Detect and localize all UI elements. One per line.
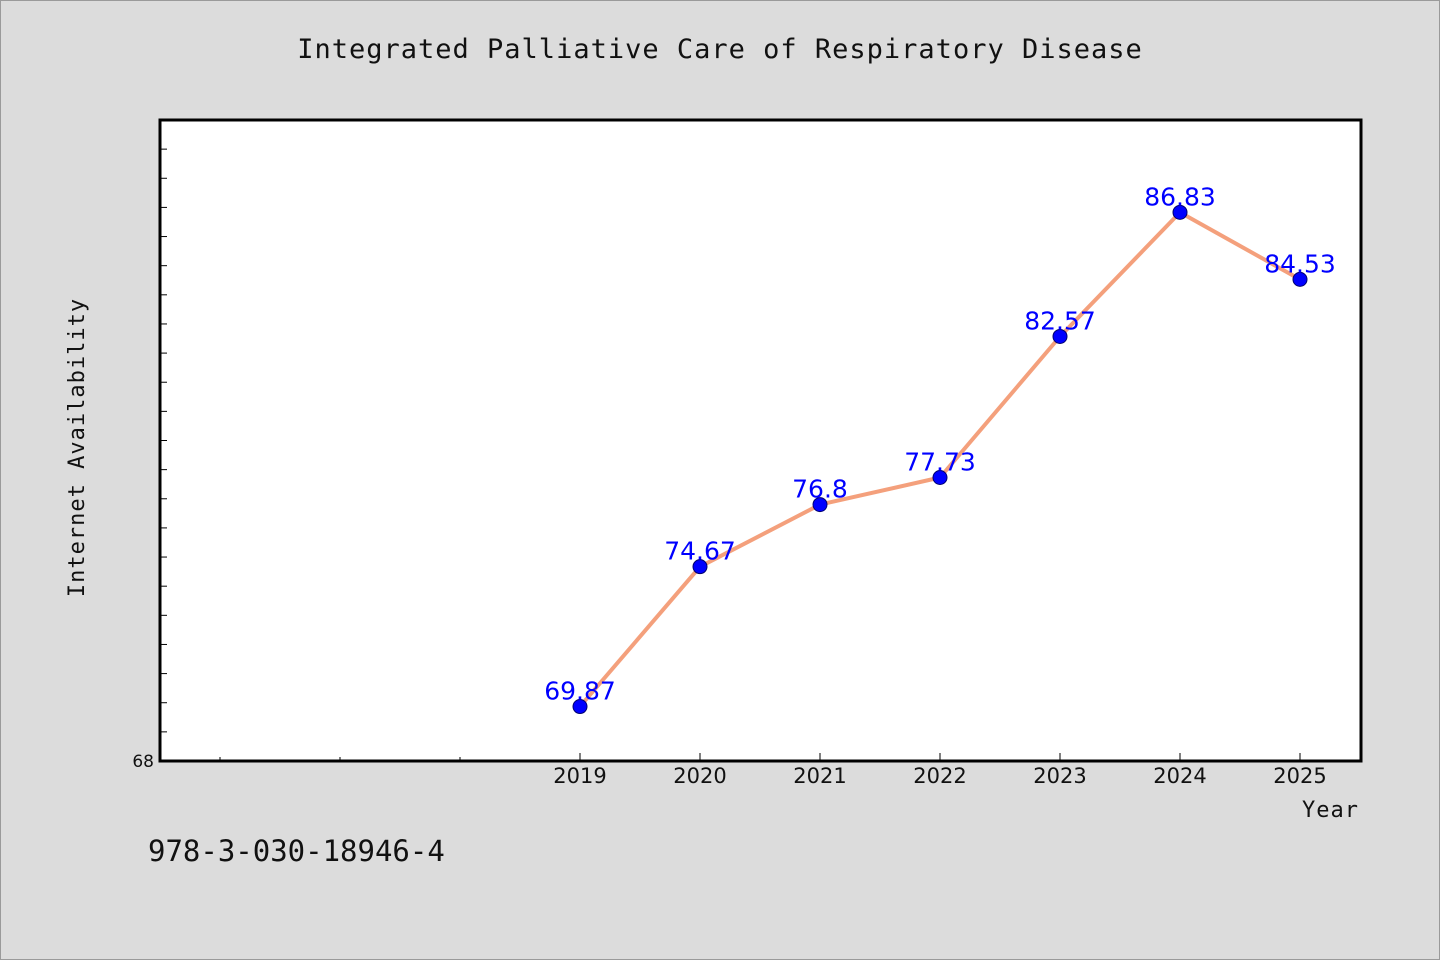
x-axis-ticks: 2019 2020 2021 2022 2023 2024 2025	[219, 753, 1327, 788]
series-group	[572, 204, 1308, 715]
x-tick-label: 2023	[1033, 764, 1086, 788]
data-point	[1052, 328, 1068, 344]
y-axis-title: Internet Availability	[65, 298, 90, 597]
x-tick-label: 2020	[673, 764, 726, 788]
data-label: 69.87	[544, 677, 616, 706]
y-axis-ticks: 68	[132, 148, 167, 772]
data-point	[1172, 204, 1188, 220]
x-tick-label: 2019	[553, 764, 606, 788]
data-point	[692, 559, 708, 575]
data-label: 86.83	[1144, 182, 1216, 211]
data-label: 77.73	[904, 448, 976, 477]
data-label: 74.67	[664, 537, 736, 566]
data-label: 82.57	[1024, 306, 1096, 335]
data-point	[1292, 271, 1308, 287]
data-label: 84.53	[1264, 249, 1336, 278]
chart-title: Integrated Palliative Care of Respirator…	[297, 34, 1143, 65]
data-point	[932, 470, 948, 486]
x-tick-label: 2024	[1153, 764, 1206, 788]
y-tick-label: 68	[132, 752, 154, 772]
footer-isbn: 978-3-030-18946-4	[148, 834, 445, 868]
x-axis-title: Year	[1302, 798, 1359, 823]
x-tick-label: 2025	[1273, 764, 1326, 788]
plot-area	[158, 118, 1363, 763]
data-labels: 69.87 74.67 76.8 77.73 82.57 86.83 84.53	[544, 182, 1336, 705]
x-tick-label: 2021	[793, 764, 846, 788]
x-tick-label: 2022	[913, 764, 966, 788]
data-label: 76.8	[792, 475, 848, 504]
data-point	[572, 699, 588, 715]
data-point	[812, 497, 828, 513]
